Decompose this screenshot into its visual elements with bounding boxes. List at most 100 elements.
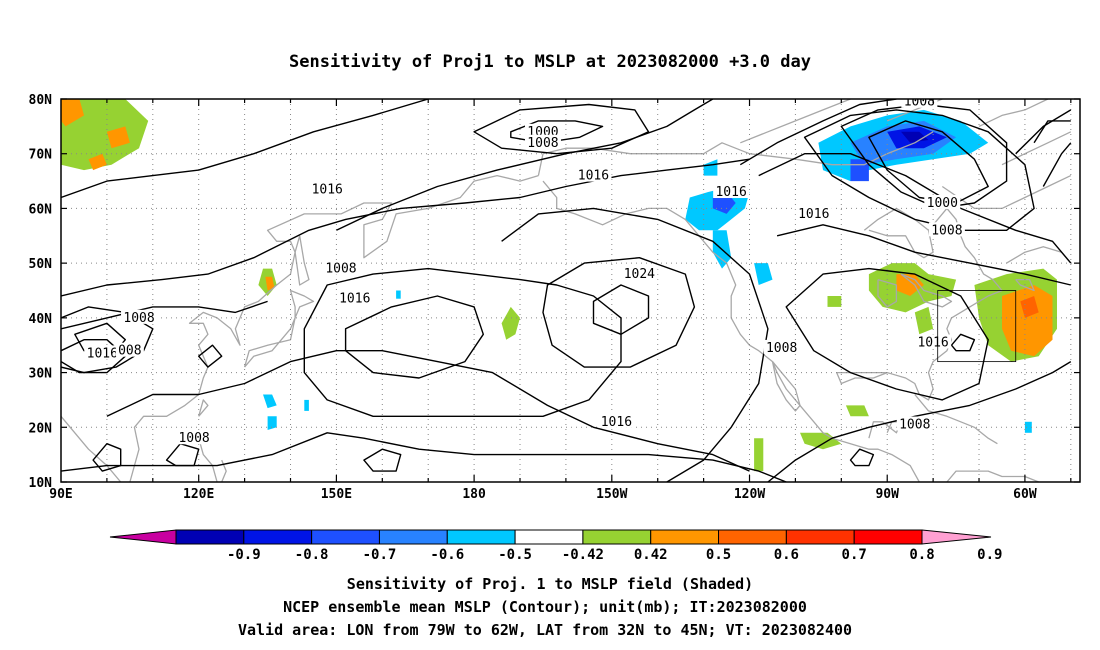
sensitivity-patch bbox=[267, 416, 277, 430]
contour-label-bg bbox=[524, 134, 561, 149]
contour-label: 1008 bbox=[899, 418, 930, 433]
mslp-contour bbox=[758, 153, 1072, 264]
coastline bbox=[129, 174, 539, 482]
caption-line-3: Valid area: LON from 79W to 62W, LAT fro… bbox=[238, 621, 852, 639]
coastline bbox=[1006, 246, 1072, 264]
coastline bbox=[542, 180, 920, 482]
contour-label-bg bbox=[322, 260, 359, 275]
contour-label-bg bbox=[84, 345, 121, 360]
lat-label: 80N bbox=[29, 93, 53, 108]
contour-label: 008 bbox=[118, 344, 141, 359]
mslp-contour bbox=[739, 99, 897, 166]
contour-label-bg bbox=[795, 205, 832, 220]
colorbar-labels: -0.9 -0.8 -0.7 -0.6 -0.5 -0.42 0.42 0.5 0.6 0.7 0.… bbox=[227, 547, 1003, 563]
caption-line-1: Sensitivity of Proj. 1 to MSLP field (Sh… bbox=[347, 575, 753, 593]
mslp-contour bbox=[106, 350, 750, 472]
coastline bbox=[537, 131, 934, 176]
contour-label: 1016 bbox=[798, 207, 829, 222]
coastline bbox=[941, 175, 1072, 210]
sensitivity-patch bbox=[501, 306, 520, 340]
colorbar-label: -0.6 bbox=[430, 547, 464, 563]
mslp-contour bbox=[344, 295, 484, 379]
sensitivity-patch bbox=[304, 399, 309, 411]
mslp-contour bbox=[198, 344, 223, 368]
contour-label-bg bbox=[713, 184, 750, 199]
mslp-contour bbox=[1033, 120, 1071, 144]
coastline bbox=[243, 289, 315, 368]
colorbar-label: -0.8 bbox=[295, 547, 329, 563]
contour-label: 1016 bbox=[578, 169, 609, 184]
sensitivity-patch bbox=[1002, 285, 1053, 357]
sensitivity-patch bbox=[754, 263, 773, 285]
colorbar-cell bbox=[311, 529, 380, 545]
contour-label-bg bbox=[115, 342, 144, 357]
lon-label: 90E bbox=[49, 487, 72, 502]
coastline bbox=[868, 421, 902, 439]
mslp-contour bbox=[363, 448, 402, 472]
mslp-contour bbox=[849, 448, 875, 467]
coastline bbox=[740, 99, 851, 144]
map-title: Sensitivity of Proj1 to MSLP at 20230820… bbox=[289, 52, 811, 72]
sensitivity-patch bbox=[263, 394, 277, 409]
mslp-contour bbox=[61, 99, 429, 199]
contour-label: 1008 bbox=[766, 341, 797, 356]
mslp-contour bbox=[542, 257, 696, 368]
contour-label: 1008 bbox=[325, 262, 356, 277]
mslp-contour bbox=[61, 158, 750, 297]
coastlines bbox=[61, 99, 1072, 482]
mslp-contour bbox=[767, 361, 1072, 482]
mslp-contour bbox=[776, 224, 1071, 286]
mslp-contour bbox=[501, 207, 769, 482]
contour-label: 1000 bbox=[927, 196, 958, 211]
sensitivity-patch bbox=[265, 276, 275, 291]
coastline bbox=[877, 278, 898, 308]
sensitivity-patch bbox=[106, 126, 130, 149]
colorbar-cell bbox=[582, 529, 652, 545]
lat-label: 30N bbox=[29, 367, 53, 382]
lon-label: 150E bbox=[321, 487, 352, 502]
contour-label-bg bbox=[336, 290, 373, 305]
lat-label: 70N bbox=[29, 148, 53, 163]
colorbar-label: 0.7 bbox=[842, 547, 867, 563]
colorbar-cell bbox=[718, 529, 787, 545]
contour-label: 1016 bbox=[917, 335, 948, 350]
colorbar-left-triangle bbox=[109, 529, 177, 545]
coastline bbox=[914, 394, 998, 445]
contour-label: 1008 bbox=[527, 136, 558, 151]
sensitivity-patch bbox=[800, 432, 842, 450]
valid-area-box bbox=[937, 290, 1017, 363]
lat-label: 60N bbox=[29, 202, 53, 217]
sensitivity-patch bbox=[396, 290, 401, 299]
contour-labels: 1000100810161016101610161008100010081008… bbox=[84, 99, 965, 446]
sensitivity-patch bbox=[703, 159, 718, 176]
sensitivity-patch bbox=[754, 438, 764, 472]
sensitivity-patch bbox=[61, 99, 84, 127]
caption-line-2: NCEP ensemble mean MSLP (Contour); unit(… bbox=[283, 598, 807, 616]
mslp-contour bbox=[592, 284, 650, 335]
mslp-contour bbox=[92, 443, 122, 472]
contour-label-bg bbox=[121, 309, 158, 324]
sensitivity-patch bbox=[914, 306, 934, 335]
sensitivity-patch bbox=[88, 153, 107, 171]
colorbar-right-triangle bbox=[921, 529, 992, 545]
mslp-contour bbox=[950, 333, 976, 352]
colorbar-label: -0.9 bbox=[227, 547, 261, 563]
mslp-contour bbox=[868, 120, 989, 204]
sensitivity-patch bbox=[901, 131, 929, 143]
coastline bbox=[863, 207, 934, 259]
contour-label: 1016 bbox=[312, 182, 343, 197]
contour-label-bg bbox=[524, 123, 561, 138]
coastline bbox=[198, 399, 209, 417]
colorbar-label: 0.42 bbox=[634, 547, 668, 563]
sensitivity-patch bbox=[896, 274, 924, 296]
contour-label-bg bbox=[928, 222, 965, 237]
coastline bbox=[61, 415, 122, 482]
mslp-contour bbox=[303, 267, 622, 417]
coastline bbox=[836, 207, 1003, 401]
coastline bbox=[294, 235, 310, 286]
colorbar-cell bbox=[514, 529, 584, 545]
contour-label-bg bbox=[575, 167, 612, 182]
mslp-contour bbox=[61, 306, 154, 374]
contour-label-bg bbox=[309, 181, 346, 196]
